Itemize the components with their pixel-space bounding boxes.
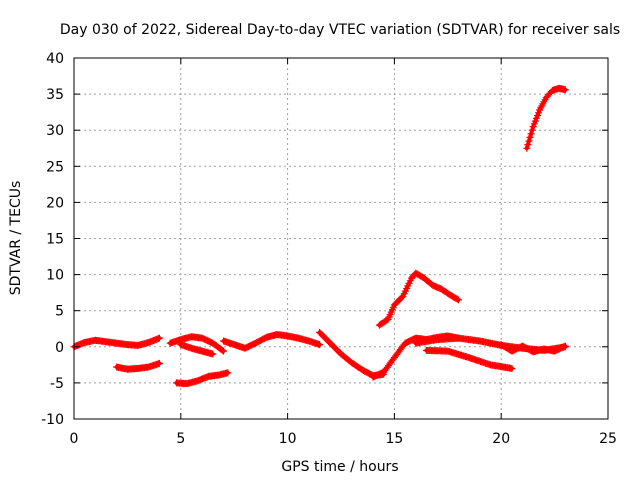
data-point-marker [398, 294, 406, 301]
data-point-marker [155, 359, 163, 367]
x-tick-label: 25 [599, 431, 617, 447]
x-tick-label: 0 [70, 431, 79, 447]
data-point-marker [524, 141, 532, 149]
x-tick-label: 5 [176, 431, 185, 447]
ticks: 0 5 10 15 20 25 -10 -5 0 5 10 15 20 25 30 35 40 [41, 51, 617, 447]
data-point-marker [453, 295, 461, 303]
x-tick-label: 15 [385, 431, 403, 447]
data-layer [70, 84, 569, 388]
data-point-marker [209, 350, 217, 358]
data-point-marker [526, 133, 534, 141]
y-tick-label: -5 [50, 376, 64, 392]
y-tick-label: 25 [46, 159, 64, 175]
data-point-marker [523, 144, 531, 152]
data-point-marker [224, 369, 232, 377]
series-arc-13 [523, 84, 569, 152]
data-point-marker [561, 86, 569, 94]
y-axis-label: SDTVAR / TECUs [8, 181, 24, 296]
y-tick-label: 10 [46, 268, 64, 284]
y-tick-label: 5 [55, 304, 64, 320]
data-point-marker [455, 296, 462, 304]
data-point-marker [528, 126, 536, 134]
y-tick-label: 15 [46, 232, 64, 248]
data-point-marker [218, 346, 226, 354]
y-tick-label: 40 [46, 51, 64, 67]
data-point-marker [220, 347, 227, 355]
y-tick-label: 20 [46, 195, 64, 211]
x-tick-label: 10 [279, 431, 297, 447]
data-point-marker [155, 334, 163, 342]
y-tick-label: 35 [46, 87, 64, 103]
series-arc-6 [220, 331, 324, 352]
y-tick-label: 30 [46, 123, 64, 139]
data-point-marker [525, 137, 533, 145]
series-arc-4 [173, 369, 232, 388]
chart-title: Day 030 of 2022, Sidereal Day-to-day VTE… [60, 22, 620, 38]
series-arc-3 [166, 333, 227, 355]
y-tick-label: -10 [41, 412, 64, 428]
x-axis-label: GPS time / hours [281, 459, 398, 475]
x-tick-label: 20 [492, 431, 510, 447]
series-arc-9 [375, 269, 462, 329]
data-point-marker [527, 130, 535, 138]
series-arc-2 [113, 359, 163, 373]
data-point-marker [316, 341, 324, 349]
data-point-marker [561, 342, 569, 350]
y-tick-label: 0 [55, 340, 64, 356]
data-point-marker [508, 365, 516, 372]
series-arc-5 [177, 341, 217, 358]
series-arc-11 [422, 346, 516, 372]
series-arc-12 [497, 341, 569, 356]
